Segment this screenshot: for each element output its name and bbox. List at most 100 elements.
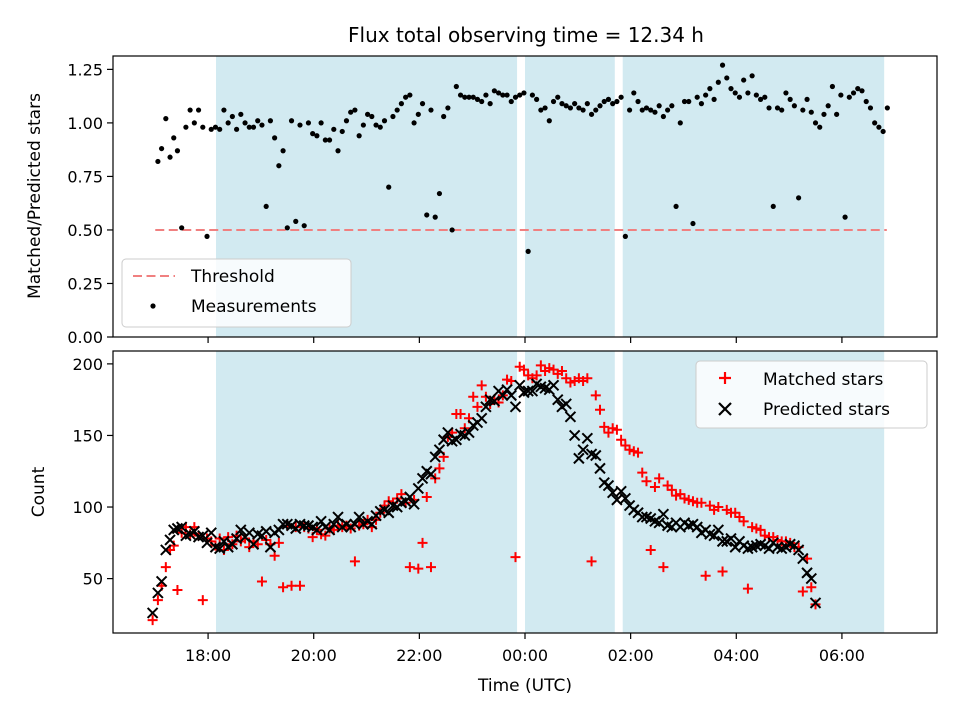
predicted-star-point [416,472,429,485]
predicted-star-point [653,517,665,529]
measurement-point [352,107,358,113]
y-tick-label: 1.25 [67,60,103,79]
predicted-star-point [197,529,209,542]
measurement-point [593,107,599,113]
measurement-point [872,120,878,126]
predicted-star-point [366,518,378,530]
predicted-star-point [547,379,560,392]
predicted-star-point [383,507,395,519]
predicted-star-point [590,449,602,462]
predicted-star-point [509,401,522,413]
measurement-point [821,111,827,117]
measurement-point [521,90,527,96]
matched-star-point [421,492,432,503]
ratio-y-axis-label: Matched/Predicted stars [25,93,45,299]
ratio-legend-box [121,258,352,328]
measurement-point [724,75,730,81]
measurement-point [546,118,552,124]
measurement-point [432,214,438,220]
measurement-point [221,107,227,113]
matched-star-point [713,502,724,513]
predicted-star-point [408,498,420,510]
measurement-point [605,96,612,102]
measurement-point [597,103,603,109]
measurement-point [631,90,637,96]
matched-star-point [413,563,424,574]
predicted-star-point [577,444,589,456]
predicted-star-point [235,524,247,536]
y-tick-label: 1.00 [67,114,103,133]
measurement-point [326,137,333,143]
measurement-point [284,225,290,231]
measurement-point [639,107,645,113]
matched-star-point [404,562,415,573]
matched-star-point [666,484,677,495]
measurement-point [825,103,831,109]
measurement-point [179,225,185,231]
predicted-star-point [691,521,703,533]
measurement-point [155,158,161,165]
measurement-point [250,124,257,130]
measurement-point [217,126,223,132]
measurement-point [626,107,633,113]
measurement-point [255,118,261,124]
predicted-star-point [488,395,501,407]
matched-star-point [152,595,163,606]
measurement-point [500,92,506,98]
predicted-star-point [568,429,581,442]
x-axis-label: Time (UTC) [477,676,572,696]
measurement-point [377,124,383,130]
observing-intervals-top [216,56,885,337]
measurement-point [563,103,569,109]
matched-star-point [476,380,487,391]
measurement-point [808,109,814,115]
measurement-point [373,122,379,128]
matched-star-point [472,401,483,412]
legend-measurements-swatch [150,303,156,309]
matched-star-point [320,530,331,541]
measurement-point [293,218,299,224]
observing-interval-1 [216,351,518,633]
measurement-point [728,86,734,92]
predicted-star-point [429,451,441,463]
matched-star-point [645,544,656,555]
measurement-point [449,227,455,233]
y-tick-label: 0.75 [67,167,103,186]
x-tick-label: 18:00 [185,646,231,665]
predicted-star-point [425,468,437,480]
measurement-point [804,96,810,102]
measurement-point [529,92,535,98]
matched-star-point [586,556,597,567]
measurement-point [690,220,696,227]
measurement-point [453,83,459,90]
measurement-point [229,113,235,120]
measurement-point [242,120,248,126]
measurement-point [550,98,557,105]
measurement-point [369,113,375,120]
measurement-point [445,105,451,111]
measurement-point [681,98,688,105]
predicted-star-point [594,462,606,475]
measurement-point [457,92,464,98]
measurement-point [314,133,320,139]
measurement-point [770,203,776,210]
measurement-point [204,233,210,239]
matched-star-point [455,408,466,419]
matched-star-point [738,516,749,527]
measurement-point [686,98,692,105]
measurement-point [200,124,206,130]
measurement-point [698,101,705,107]
measurement-point [656,103,662,109]
matched-star-point [531,370,542,381]
measurement-point [694,94,700,100]
predicted-star-point [497,389,509,402]
measurement-point [648,107,654,113]
legend-measurements-label: Measurements [191,297,317,317]
measurement-point [191,120,197,126]
predicted-star-point [560,398,572,410]
measurement-point [867,105,874,111]
measurement-point [812,120,819,126]
predicted-star-point [433,444,446,456]
measurement-point [381,118,388,124]
